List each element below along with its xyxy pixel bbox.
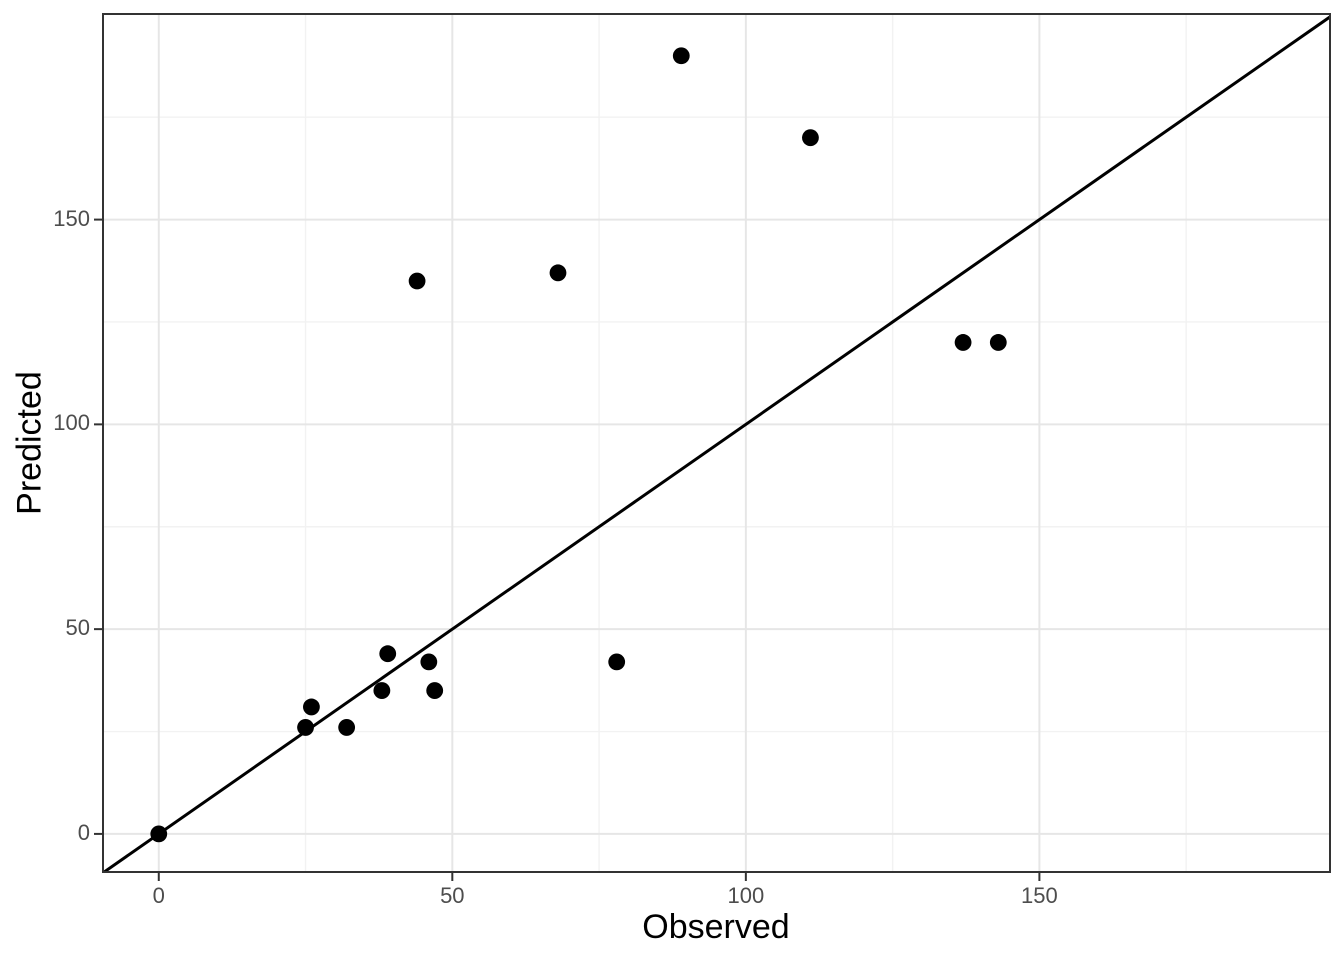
data-point [379, 645, 397, 663]
x-tick-label: 50 [440, 883, 465, 908]
x-tick-label: 100 [727, 883, 765, 908]
y-tick-label: 100 [53, 410, 90, 436]
data-point [802, 129, 819, 147]
x-tick-label: 0 [152, 883, 165, 908]
data-point [297, 719, 314, 736]
data-point [549, 264, 567, 282]
data-point [338, 719, 356, 736]
panel-border [102, 13, 1331, 873]
y-axis-title: Predicted [10, 371, 49, 515]
data-point [150, 825, 168, 843]
identity-line [103, 15, 1330, 872]
y-tick-label: 0 [77, 819, 90, 845]
data-point [608, 653, 626, 671]
x-tick-label: 150 [1021, 883, 1058, 908]
data-point [989, 334, 1007, 351]
data-point [373, 682, 391, 699]
data-point [672, 47, 690, 65]
data-point [426, 682, 444, 699]
data-point [408, 272, 426, 290]
y-tick-label: 50 [65, 615, 90, 641]
x-axis-title: Observed [642, 908, 790, 946]
data-point [420, 653, 438, 671]
data-point [954, 334, 972, 351]
y-tick-label: 150 [53, 205, 90, 231]
data-point [303, 698, 320, 716]
